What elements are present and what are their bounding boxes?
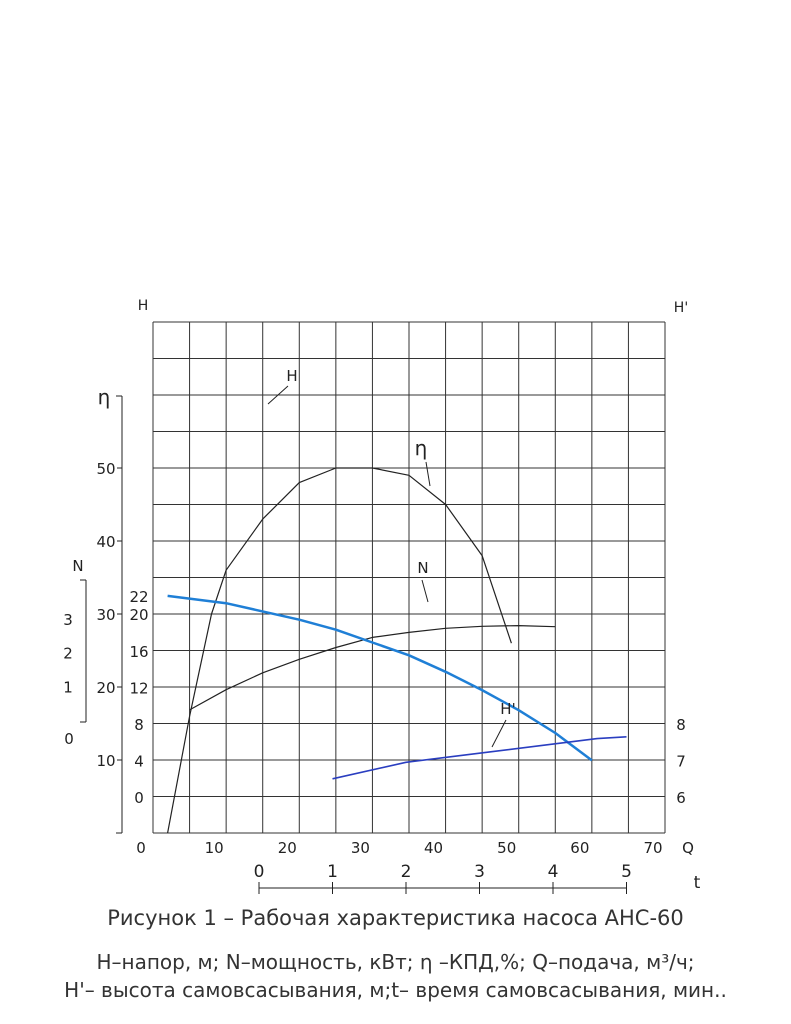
- n-tick-label: 2: [63, 645, 73, 663]
- t-axis-label: t: [694, 873, 701, 893]
- x-tick-label: 0: [136, 839, 146, 857]
- h-tick-label: 22: [129, 588, 148, 606]
- h-tick-label: 20: [129, 606, 148, 624]
- x-tick-label: 50: [497, 839, 516, 857]
- chart-labels: Hη N H': [267, 367, 516, 748]
- t-tick-label: 3: [474, 862, 485, 882]
- x-tick-label: 40: [424, 839, 443, 857]
- x-tick-label: 10: [205, 839, 224, 857]
- x-tick-label: 30: [351, 839, 370, 857]
- t-tick-label: 0: [254, 862, 265, 882]
- head-curve-label: H: [286, 367, 297, 385]
- eta-tick-label: 50: [96, 460, 115, 478]
- t-tick-label: 5: [621, 862, 632, 882]
- h-prime-tick-label: 8: [676, 716, 686, 734]
- plot-grid: [152, 321, 666, 834]
- n-tick-label: 1: [63, 678, 73, 696]
- h-prime-axis-label: H': [674, 300, 688, 316]
- n-tick-label: 3: [63, 611, 73, 629]
- suction-curve-label: H': [500, 700, 515, 718]
- chart-series: [167, 467, 627, 834]
- h-tick-label: 16: [129, 643, 148, 661]
- h-tick-label: 8: [134, 716, 144, 734]
- power-curve: [189, 625, 556, 711]
- figure-legend-line-2: Н'– высота самовсасывания, м;t– время са…: [64, 978, 727, 1002]
- pump-characteristic-chart: 0 10 20 30 40 50 60 70 Q0 1 2 3 4 5tH04812162022η1020…: [63, 298, 701, 894]
- n-axis-label: N: [72, 557, 83, 575]
- chart-axes: 0 10 20 30 40 50 60 70 Q0 1 2 3 4 5tH04812162022η1020…: [63, 298, 701, 894]
- eta-tick-label: 10: [96, 752, 115, 770]
- h-prime-tick-label: 6: [676, 789, 686, 807]
- h-tick-label: 12: [129, 679, 148, 697]
- n-tick-label: 0: [64, 730, 74, 748]
- x-tick-label: 20: [278, 839, 297, 857]
- t-tick-label: 4: [548, 862, 559, 882]
- h-tick-label: 4: [134, 752, 144, 770]
- power-label-leader: [421, 579, 429, 603]
- eta-tick-label: 20: [96, 679, 115, 697]
- h-axis-label: H: [138, 298, 149, 314]
- figure-caption-title: Рисунок 1 – Рабочая характеристика насос…: [107, 906, 684, 930]
- efficiency-curve-label: η: [415, 436, 428, 460]
- eta-tick-label: 30: [96, 606, 115, 624]
- head-label-leader: [267, 385, 289, 405]
- figure-legend-line-1: Н–напор, м; N–мощность, кВт; η –КПД,%; Q…: [96, 950, 695, 974]
- h-tick-label: 0: [134, 789, 144, 807]
- power-curve-label: N: [417, 559, 428, 577]
- eta-axis-label: η: [98, 385, 111, 409]
- h-prime-tick-label: 7: [676, 753, 686, 771]
- t-tick-label: 2: [401, 862, 412, 882]
- efficiency-label-leader: [425, 461, 431, 487]
- x-tick-label: 60: [570, 839, 589, 857]
- eta-tick-label: 40: [96, 533, 115, 551]
- efficiency-curve: [167, 467, 512, 834]
- suction-head-curve: [332, 736, 627, 780]
- x-tick-label: 70: [643, 839, 662, 857]
- t-tick-label: 1: [327, 862, 338, 882]
- suction-label-leader: [491, 719, 507, 748]
- x-axis-label: Q: [682, 839, 694, 857]
- head-curve: [167, 594, 593, 762]
